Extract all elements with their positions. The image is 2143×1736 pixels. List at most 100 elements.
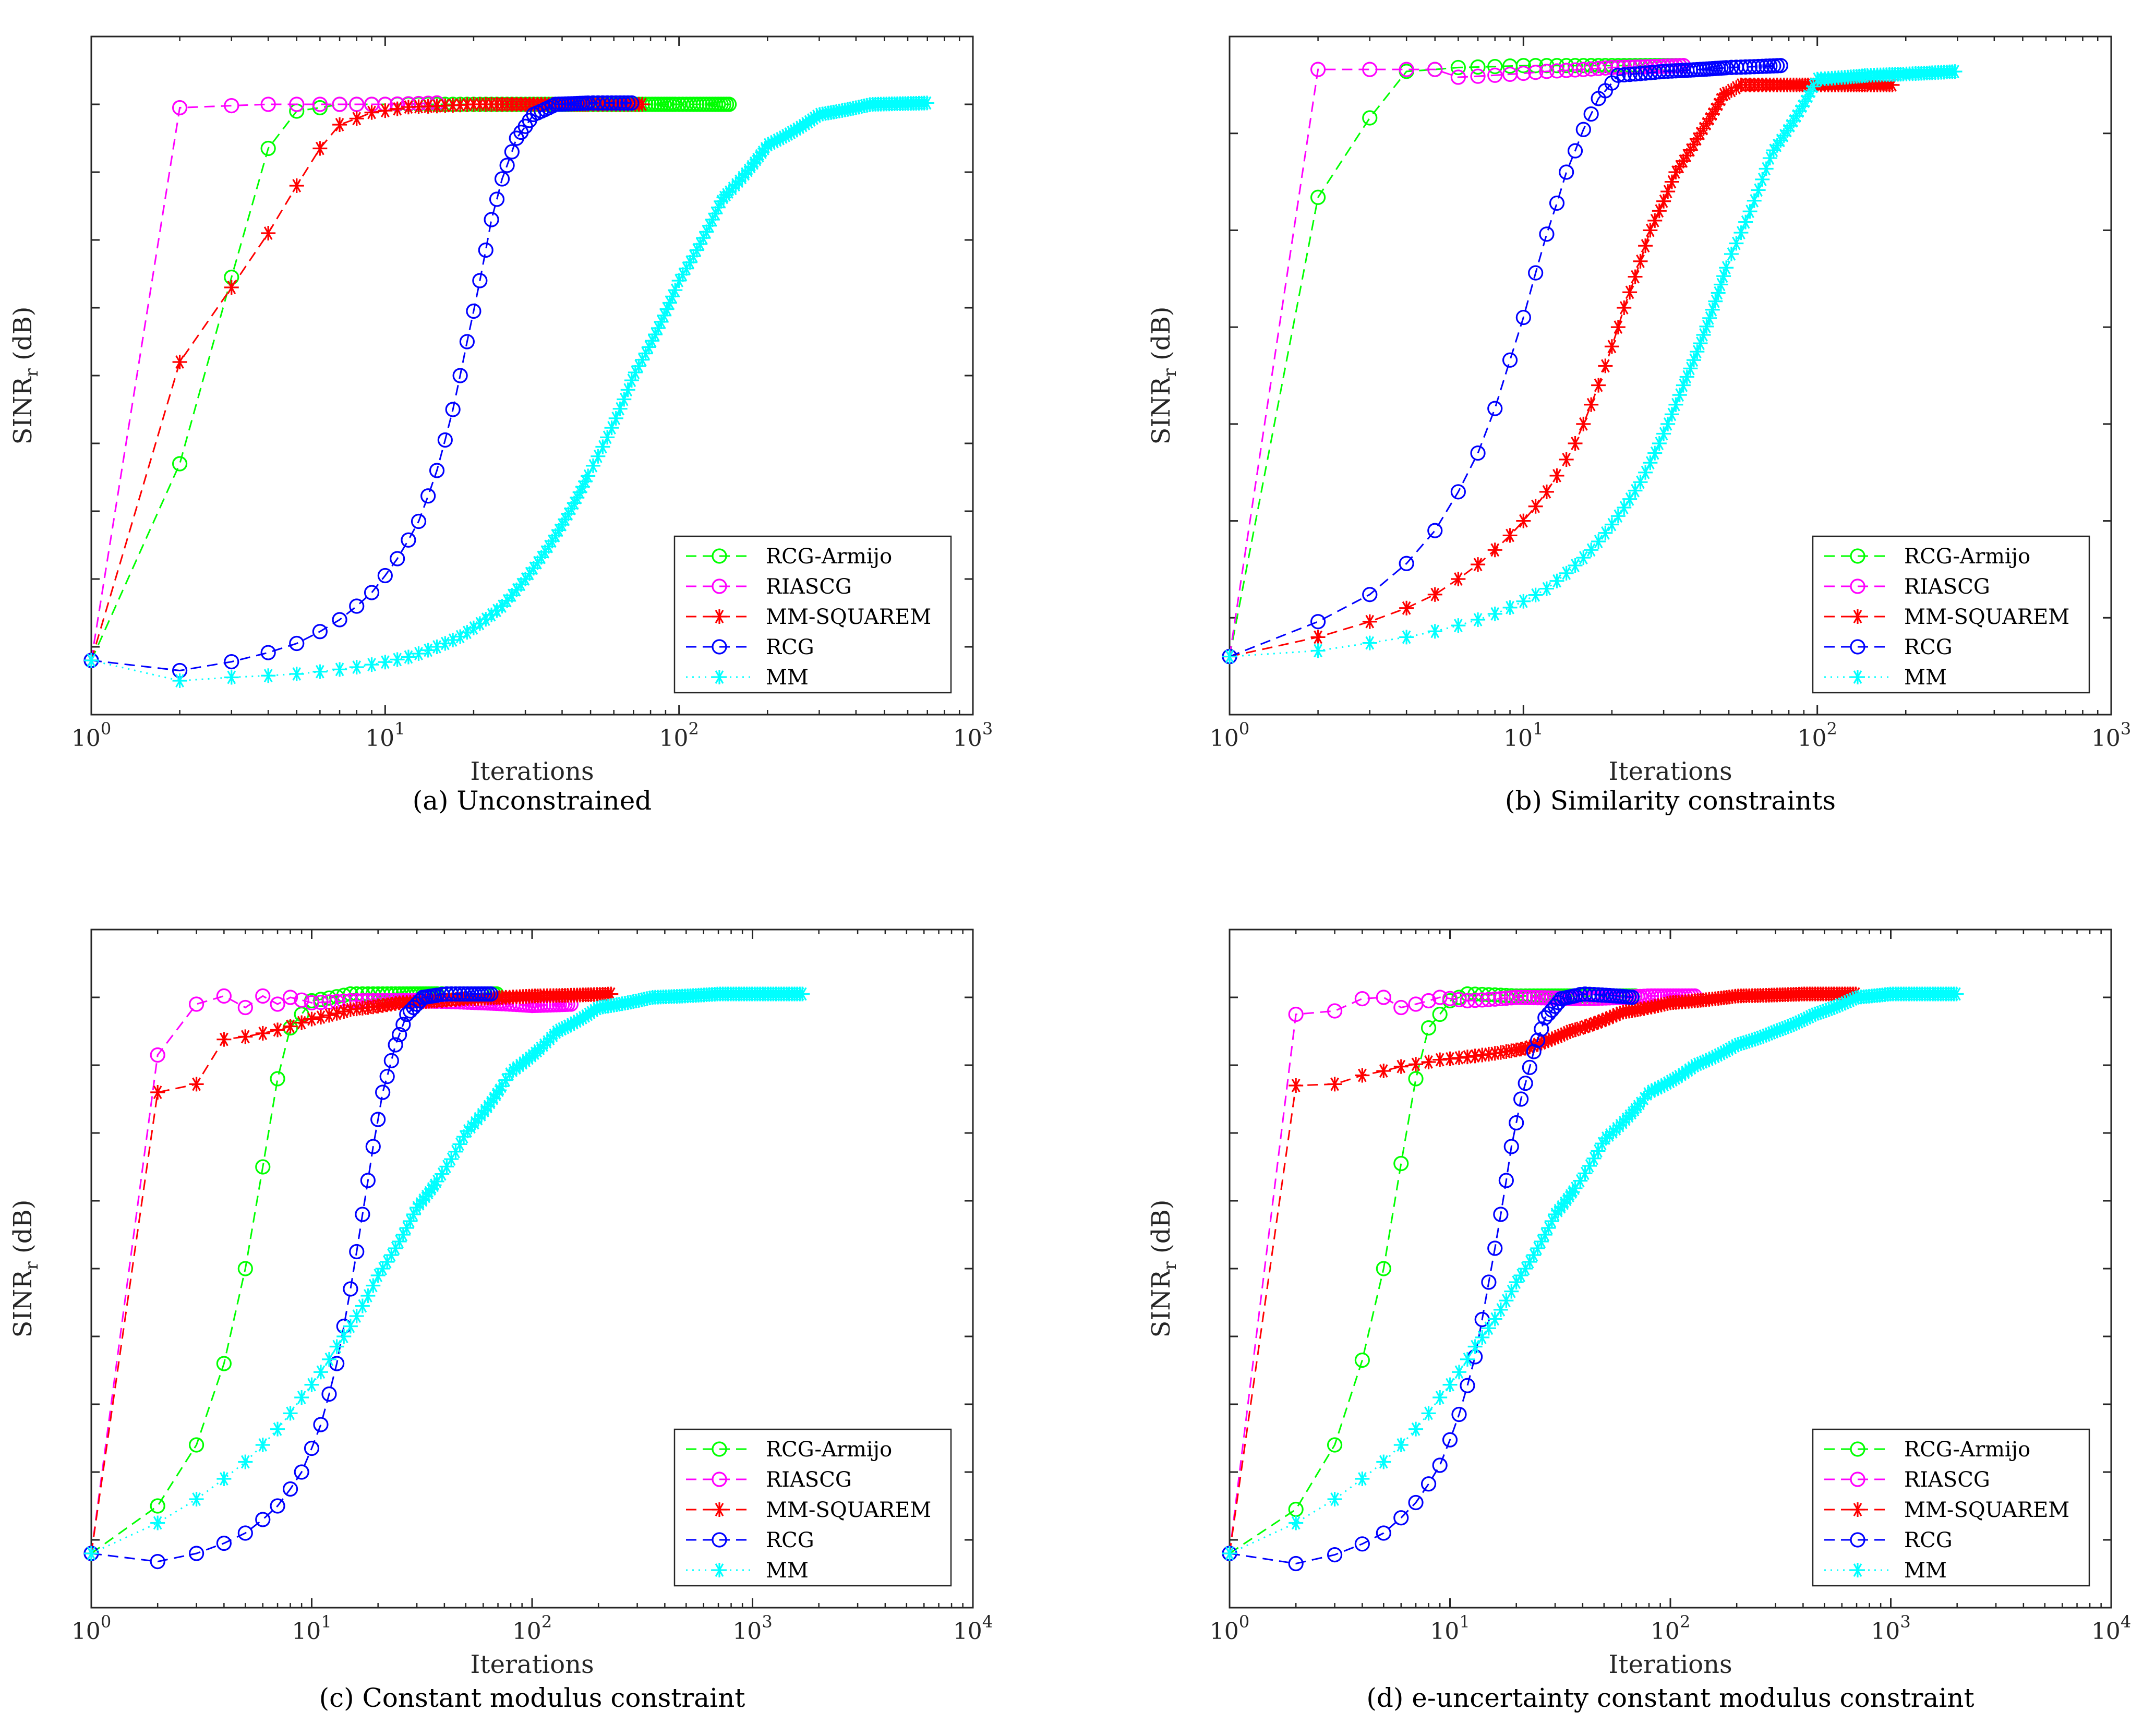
data-point — [216, 1472, 232, 1486]
data-point — [1702, 310, 1717, 326]
data-point — [1748, 1032, 1763, 1047]
data-point — [1539, 226, 1555, 242]
data-point — [767, 134, 782, 149]
x-tick-exponent: 2 — [541, 1612, 552, 1632]
data-point — [1724, 246, 1739, 261]
data-point — [1432, 990, 1448, 1005]
data-point — [1656, 194, 1671, 209]
data-point — [1708, 1049, 1723, 1064]
data-point — [1718, 60, 1734, 76]
data-point — [665, 289, 680, 304]
data-point — [586, 1003, 601, 1018]
legend-entry: MM — [1904, 666, 1947, 690]
data-point — [380, 1255, 395, 1269]
data-point — [456, 986, 472, 1002]
data-point — [1310, 189, 1326, 205]
data-point — [237, 1261, 253, 1276]
legend-entry: RCG — [766, 1528, 814, 1552]
data-point — [1805, 1008, 1820, 1023]
data-point — [635, 97, 650, 112]
data-point — [483, 986, 499, 1002]
data-point — [429, 987, 445, 1003]
data-point — [466, 303, 481, 319]
x-tick-exponent: 1 — [1459, 1612, 1470, 1632]
x-tick-label: 103 — [732, 1612, 772, 1645]
data-point — [237, 999, 253, 1016]
data-point — [1568, 558, 1583, 573]
x-tick-base: 10 — [1651, 1618, 1680, 1645]
data-point — [321, 1008, 336, 1023]
data-point — [617, 392, 632, 407]
x-tick-base: 10 — [2091, 725, 2121, 752]
data-point — [289, 178, 304, 193]
axes-frame — [1229, 35, 2112, 716]
data-point — [1399, 600, 1414, 616]
data-point — [1802, 1009, 1817, 1024]
data-point — [349, 1244, 365, 1260]
data-point — [1668, 1070, 1683, 1086]
data-point — [270, 996, 285, 1012]
data-point — [1660, 1076, 1675, 1091]
data-point — [608, 411, 623, 426]
data-point — [1696, 328, 1711, 342]
data-point — [448, 986, 464, 1002]
data-point — [1628, 269, 1643, 284]
data-point — [536, 1038, 551, 1053]
data-point — [1549, 63, 1565, 79]
data-point — [786, 124, 801, 139]
data-point — [270, 1071, 285, 1087]
legend-marker — [1850, 578, 1865, 594]
data-point — [1702, 1052, 1717, 1067]
data-point — [349, 598, 365, 614]
data-point — [1551, 1029, 1566, 1044]
data-point — [1442, 1051, 1458, 1066]
data-point — [1567, 143, 1583, 159]
data-point — [1797, 1012, 1812, 1027]
data-point — [1772, 1022, 1787, 1037]
data-point — [1470, 445, 1486, 461]
series-rcg-armijo — [1222, 58, 1691, 665]
series-line — [90, 993, 612, 1554]
data-point — [478, 612, 493, 627]
data-point — [312, 141, 328, 156]
data-point — [1327, 1492, 1342, 1506]
data-point — [1624, 1105, 1640, 1120]
x-tick-label: 102 — [1651, 1612, 1690, 1645]
data-point — [1808, 1006, 1823, 1021]
data-point — [1516, 594, 1531, 609]
data-point — [467, 1115, 483, 1130]
data-point — [1567, 62, 1583, 78]
data-point — [289, 635, 305, 652]
data-point — [1450, 59, 1466, 76]
data-point — [1289, 1078, 1304, 1093]
data-point — [261, 226, 276, 240]
data-point — [1487, 67, 1503, 83]
legend-entry: MM — [766, 666, 809, 690]
data-point — [1633, 1096, 1648, 1111]
data-point — [255, 1026, 270, 1041]
data-point — [1528, 65, 1544, 80]
data-point — [1690, 1057, 1705, 1072]
data-point — [1493, 1207, 1509, 1222]
data-point — [567, 1015, 582, 1030]
data-point — [1575, 62, 1591, 77]
x-tick-base: 10 — [512, 1618, 541, 1645]
data-point — [366, 1278, 381, 1293]
data-point — [620, 95, 636, 111]
data-point — [1591, 1015, 1606, 1030]
data-point — [1633, 254, 1648, 269]
data-point — [439, 1159, 454, 1174]
data-point — [1586, 1016, 1602, 1031]
x-tick-exponent: 4 — [2121, 1612, 2131, 1632]
x-tick-base: 10 — [953, 725, 982, 752]
data-point — [1810, 1006, 1825, 1021]
data-point — [294, 1015, 309, 1030]
data-point — [429, 640, 444, 654]
data-point — [1705, 1051, 1720, 1066]
legend-entry: MM — [1904, 1559, 1947, 1583]
data-point — [411, 513, 427, 529]
panel-caption: (c) Constant modulus constraint — [319, 1683, 745, 1713]
data-point — [563, 1017, 579, 1032]
data-point — [364, 657, 379, 672]
panel-caption: (b) Similarity constraints — [1505, 786, 1836, 816]
